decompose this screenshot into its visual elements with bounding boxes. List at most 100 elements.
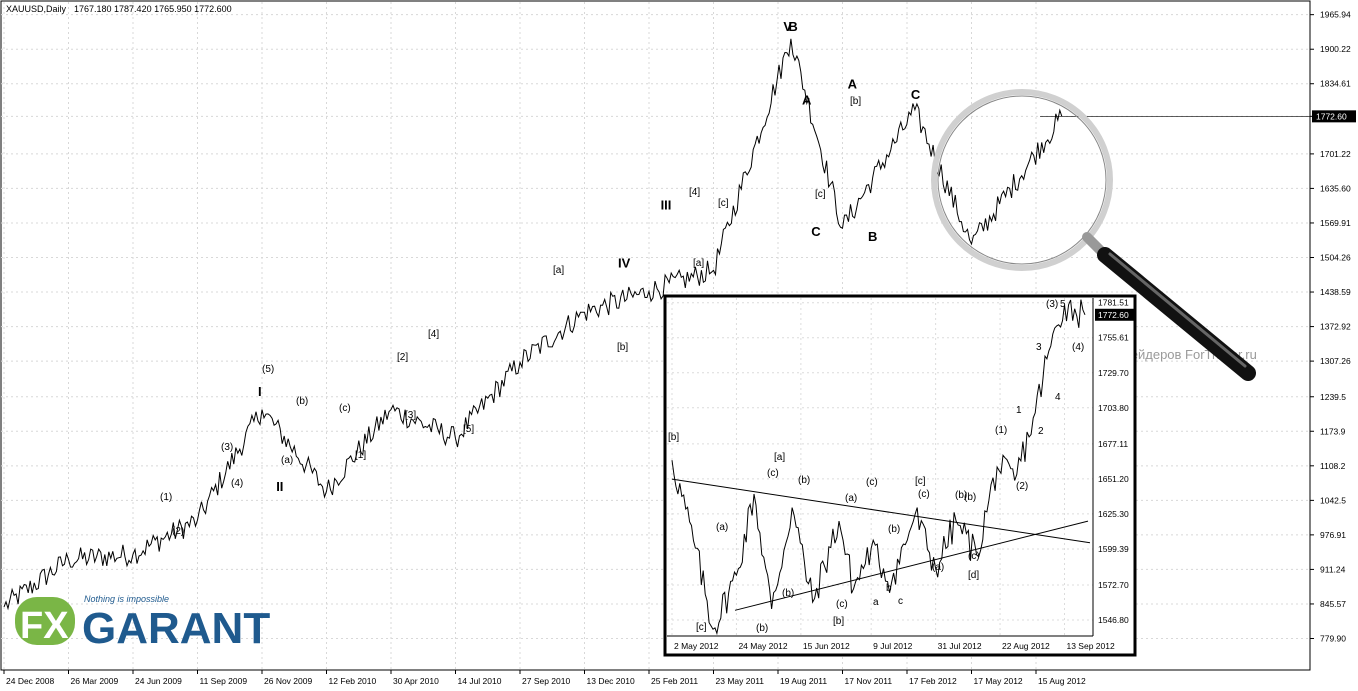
inset-wave-label: (a) <box>845 493 857 504</box>
sub-wave-label: [c] <box>815 189 826 200</box>
inset-y-axis: 1781.51 1755.61 1729.70 1703.80 1677.11 1651.… <box>667 298 1135 637</box>
sub-wave-label: (a) <box>281 455 293 466</box>
wave-label: A <box>848 77 858 92</box>
logo-tagline: Nothing is impossible <box>84 594 169 604</box>
inset-y-tick-label: 1781.51 <box>1098 298 1129 308</box>
y-tick-label: 1108.2 <box>1320 461 1346 471</box>
x-tick-label: 15 Aug 2012 <box>1038 676 1086 686</box>
wave-label: C <box>911 87 921 102</box>
inset-wave-label: 1 <box>1016 405 1022 416</box>
x-tick-label: 13 Dec 2010 <box>587 676 635 686</box>
sub-wave-label: [a] <box>553 265 564 276</box>
inset-wave-label: (c) <box>968 551 980 562</box>
inset-x-tick-label: 31 Jul 2012 <box>938 641 982 651</box>
inset-wave-label: b <box>886 583 892 594</box>
y-tick-label: 1504.26 <box>1320 252 1351 262</box>
inset-wave-label: a <box>873 597 879 608</box>
x-tick-label: 25 Feb 2011 <box>651 676 698 686</box>
inset-y-tick-label: 1572.70 <box>1098 580 1129 590</box>
y-tick-label: 1173.9 <box>1320 426 1346 436</box>
wave-label: IV <box>618 256 631 271</box>
inset-wave-label: c <box>898 596 903 607</box>
logo-brand: GARANT <box>82 604 270 653</box>
sub-wave-label: [1] <box>355 450 366 461</box>
y-tick-label: 845.57 <box>1320 599 1346 609</box>
x-tick-label: 17 Feb 2012 <box>909 676 957 686</box>
inset-wave-label: [d] <box>968 570 979 581</box>
sub-wave-label: (2) <box>172 526 184 537</box>
inset-x-tick-label: 13 Sep 2012 <box>1066 641 1114 651</box>
y-tick-label: 1239.5 <box>1320 392 1346 402</box>
y-tick-label: 976.91 <box>1320 530 1346 540</box>
inset-wave-labels: [b][c](a)(b)(c)[a](b)(b)(c)[b](a)(c)(b)a… <box>668 299 1091 634</box>
y-tick-label: 911.24 <box>1320 564 1346 574</box>
inset-x-tick-label: 2 May 2012 <box>674 641 719 651</box>
inset-wave-label: 5 <box>1060 299 1066 310</box>
inset-y-tick-label: 1755.61 <box>1098 333 1129 343</box>
sub-wave-label: [3] <box>405 410 416 421</box>
inset-wave-label: (3) <box>1046 299 1058 310</box>
x-tick-label: 19 Aug 2011 <box>780 676 827 686</box>
y-tick-label: 1569.91 <box>1320 218 1351 228</box>
inset-y-tick-label: 1599.39 <box>1098 544 1129 554</box>
inset-wave-label: (c) <box>866 477 878 488</box>
inset-trendline <box>671 478 1091 544</box>
x-tick-label: 17 May 2012 <box>974 676 1023 686</box>
y-tick-label: 1635.60 <box>1320 183 1351 193</box>
sub-wave-label: (3) <box>221 442 233 453</box>
inset-x-tick-label: 24 May 2012 <box>738 641 787 651</box>
inset-wave-label: 4 <box>1055 392 1061 403</box>
wave-label: B <box>868 229 877 244</box>
inset-y-tick-label: 1546.80 <box>1098 615 1129 625</box>
y-tick-label: 1900.22 <box>1320 44 1351 54</box>
inset-frame <box>663 294 1137 657</box>
wave-label: C <box>811 224 821 239</box>
sub-wave-label: [4] <box>428 329 439 340</box>
sub-wave-label: [5] <box>463 424 474 435</box>
y-tick-label: 1965.94 <box>1320 10 1351 20</box>
x-tick-label: 24 Jun 2009 <box>135 676 182 686</box>
inset-y-tick-label: 1677.11 <box>1098 439 1128 449</box>
inset-wave-label: (a) <box>932 562 944 573</box>
x-tick-label: 30 Apr 2010 <box>393 676 439 686</box>
ohlc-readout: 1767.180 1787.420 1765.950 1772.600 <box>74 4 232 14</box>
sub-wave-label: [b] <box>617 342 628 353</box>
wave-label: A <box>802 92 812 107</box>
current-price-label: 1772.60 <box>1316 111 1347 121</box>
inset-wave-label: (b) <box>888 524 900 535</box>
sub-wave-label: (4) <box>231 478 243 489</box>
wave-label: III <box>661 198 672 213</box>
sub-wave-label: [c] <box>718 198 729 209</box>
inset-y-tick-label: 1625.30 <box>1098 509 1129 519</box>
inset-wave-label: (c) <box>767 468 779 479</box>
sub-wave-label: [2] <box>397 352 408 363</box>
inset-y-tick-label: 1729.70 <box>1098 368 1129 378</box>
magnifier-icon <box>931 89 1256 381</box>
y-tick-label: 1307.26 <box>1320 356 1351 366</box>
x-tick-label: 23 May 2011 <box>716 676 765 686</box>
wave-label: II <box>276 479 283 494</box>
inset-wave-label: (c) <box>836 599 848 610</box>
inset-wave-label: (b) <box>782 588 794 599</box>
y-tick-label: 1701.22 <box>1320 149 1351 159</box>
x-tick-label: 26 Mar 2009 <box>71 676 119 686</box>
x-tick-label: 14 Jul 2010 <box>458 676 502 686</box>
inset-wave-label: [a] <box>774 452 785 463</box>
x-tick-label: 11 Sep 2009 <box>200 676 248 686</box>
inset-wave-label: (b) <box>756 623 768 634</box>
inset-x-tick-label: 9 Jul 2012 <box>873 641 912 651</box>
inset-wave-label: (1) <box>995 425 1007 436</box>
inset-wave-label: [b] <box>668 432 679 443</box>
sub-wave-label: (5) <box>262 364 274 375</box>
sub-wave-label: (1) <box>160 492 172 503</box>
inset-wave-label: (b) <box>955 490 967 501</box>
inset-y-tick-label: 1703.80 <box>1098 403 1129 413</box>
inset-wave-label: 2 <box>1038 426 1044 437</box>
inset-wave-label: [c] <box>696 622 707 633</box>
y-tick-label: 1042.5 <box>1320 495 1346 505</box>
inset-x-axis: 2 May 2012 24 May 2012 15 Jun 2012 9 Jul 20… <box>674 641 1115 651</box>
x-tick-label: 17 Nov 2011 <box>845 676 893 686</box>
inset-wave-label: (a) <box>716 522 728 533</box>
wave-label: I <box>258 384 262 399</box>
